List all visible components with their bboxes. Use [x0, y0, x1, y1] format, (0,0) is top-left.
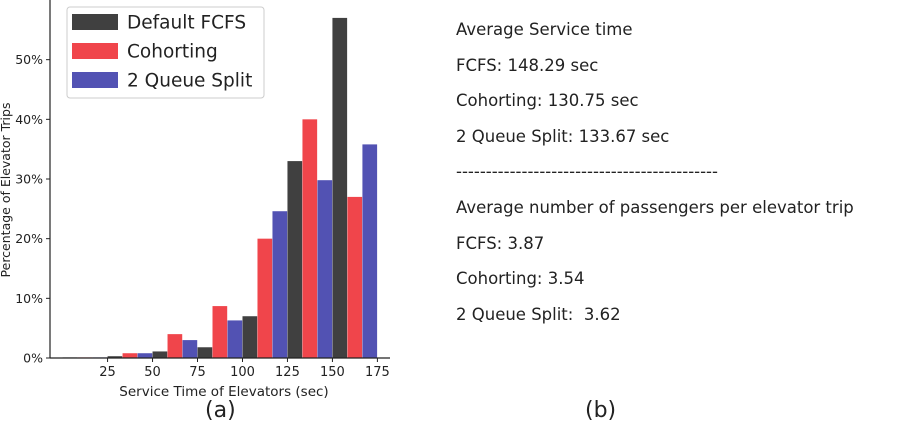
legend-label-default-fcfs: Default FCFS — [127, 13, 246, 34]
y-tick-label: 0% — [23, 351, 43, 366]
bar-default-fcfs-175 — [332, 17, 348, 359]
stats-cohorting-passengers: Cohorting: 3.54 — [456, 269, 585, 289]
bars-group — [62, 17, 378, 359]
bar-cohorting-75 — [167, 334, 183, 358]
bar-2-queue-split-100 — [227, 320, 243, 358]
bar-2-queue-split-50 — [137, 353, 153, 358]
bar-default-fcfs-50 — [107, 356, 123, 358]
legend-label-cohorting: Cohorting — [127, 42, 218, 63]
stats-split-service-time: 2 Queue Split: 133.67 sec — [456, 126, 670, 146]
bar-2-queue-split-150 — [317, 180, 333, 358]
bar-default-fcfs-100 — [197, 347, 213, 358]
bar-default-fcfs-125 — [242, 316, 258, 358]
y-tick-label: 30% — [15, 172, 43, 187]
bar-2-queue-split-75 — [182, 340, 198, 358]
stats-fcfs-passengers: FCFS: 3.87 — [456, 233, 545, 253]
bar-cohorting-125 — [257, 238, 273, 358]
x-axis-label: Service Time of Elevators (sec) — [119, 384, 328, 400]
y-tick-label: 40% — [15, 112, 43, 127]
stats-split-passengers: 2 Queue Split: 3.62 — [456, 304, 621, 324]
stats-divider: ----------------------------------------… — [456, 162, 718, 182]
y-tick-label: 20% — [15, 231, 43, 246]
legend-swatch-2-queue-split — [72, 72, 118, 88]
x-tick-label: 150 — [320, 365, 345, 380]
y-axis-label: Percentage of Elevator Trips — [0, 103, 13, 278]
bar-chart: 25 50 75 100 125 150 175 0% 10% 20% 30% 40% 50% Ser… — [0, 0, 390, 400]
x-ticks: 25 50 75 100 125 150 175 — [99, 358, 390, 380]
legend-label-2-queue-split: 2 Queue Split — [127, 71, 252, 92]
bar-2-queue-split-175 — [362, 144, 378, 358]
stats-cohorting-service-time: Cohorting: 130.75 sec — [456, 91, 639, 111]
summary-stats-panel: Average Service time FCFS: 148.29 sec Co… — [456, 12, 896, 332]
bar-cohorting-175 — [347, 196, 363, 358]
caption-b: (b) — [585, 398, 617, 423]
legend: Default FCFS Cohorting 2 Queue Split — [66, 6, 265, 99]
x-tick-label: 175 — [365, 365, 390, 380]
caption-a: (a) — [205, 398, 236, 423]
bar-2-queue-split-125 — [272, 211, 288, 358]
legend-swatch-cohorting — [72, 43, 118, 59]
legend-swatch-default-fcfs — [72, 14, 118, 30]
x-tick-label: 125 — [275, 365, 300, 380]
bar-cohorting-150 — [302, 119, 318, 358]
stats-heading-service-time: Average Service time — [456, 20, 633, 39]
stats-fcfs-service-time: FCFS: 148.29 sec — [456, 55, 599, 75]
y-tick-label: 10% — [15, 291, 43, 306]
bar-cohorting-100 — [212, 306, 228, 358]
y-ticks: 0% 10% 20% 30% 40% 50% — [15, 52, 50, 366]
x-tick-label: 50 — [144, 365, 161, 380]
bar-cohorting-50 — [122, 353, 138, 358]
bar-default-fcfs-75 — [152, 351, 168, 358]
y-tick-label: 50% — [15, 52, 43, 67]
x-tick-label: 75 — [189, 365, 206, 380]
bar-default-fcfs-150 — [287, 161, 303, 358]
x-tick-label: 25 — [99, 365, 116, 380]
stats-heading-passengers: Average number of passengers per elevato… — [456, 197, 854, 217]
plot-area: 25 50 75 100 125 150 175 0% 10% 20% 30% 40% 50% — [15, 0, 390, 380]
x-tick-label: 100 — [230, 365, 255, 380]
